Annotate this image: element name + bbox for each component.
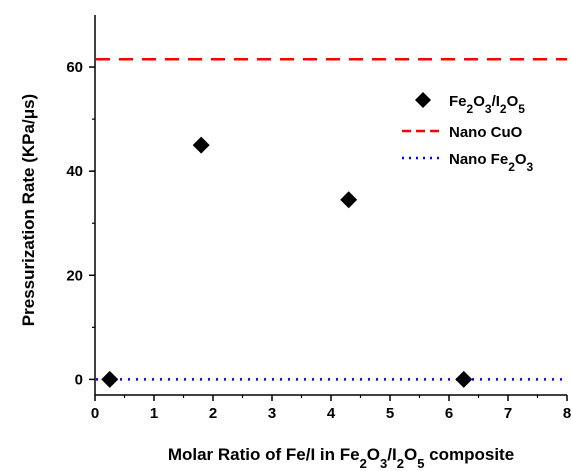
series-layer [96,57,567,388]
data-point-diamond [192,136,210,154]
x-tick-label: 1 [150,405,158,422]
y-tick-label: 60 [66,59,83,76]
legend-item-nano-cuo: Nano CuO [402,124,523,141]
data-point-diamond [340,191,358,209]
x-tick-label: 8 [563,405,571,422]
x-tick-label: 2 [209,405,217,422]
x-tick-label: 4 [327,405,336,422]
y-tick-label: 20 [66,267,83,284]
plot-area: 0 1 2 3 4 5 6 7 8 0 20 40 60 [66,15,571,422]
x-tick-label: 7 [504,405,512,422]
legend-label-nano-cuo: Nano CuO [449,124,523,141]
data-point-diamond [455,370,473,388]
x-tick-label: 0 [91,405,99,422]
x-ticks: 0 1 2 3 4 5 6 7 8 [91,395,571,422]
y-ticks: 0 20 40 60 [66,59,95,388]
x-tick-label: 5 [386,405,394,422]
legend-box [388,80,566,176]
data-point-diamond [101,370,119,388]
y-tick-label: 40 [66,163,83,180]
x-axis-title: Molar Ratio of Fe/I in Fe2O3/I2O5 compos… [168,445,514,471]
y-tick-label: 0 [75,371,83,388]
legend-diamond-marker [415,92,431,108]
x-tick-label: 3 [268,405,276,422]
x-tick-label: 6 [445,405,453,422]
y-axis-title: Pressurization Rate (KPa/μs) [19,94,38,326]
legend: Fe2O3/I2O5 Nano CuO Nano Fe2O3 [388,80,566,176]
